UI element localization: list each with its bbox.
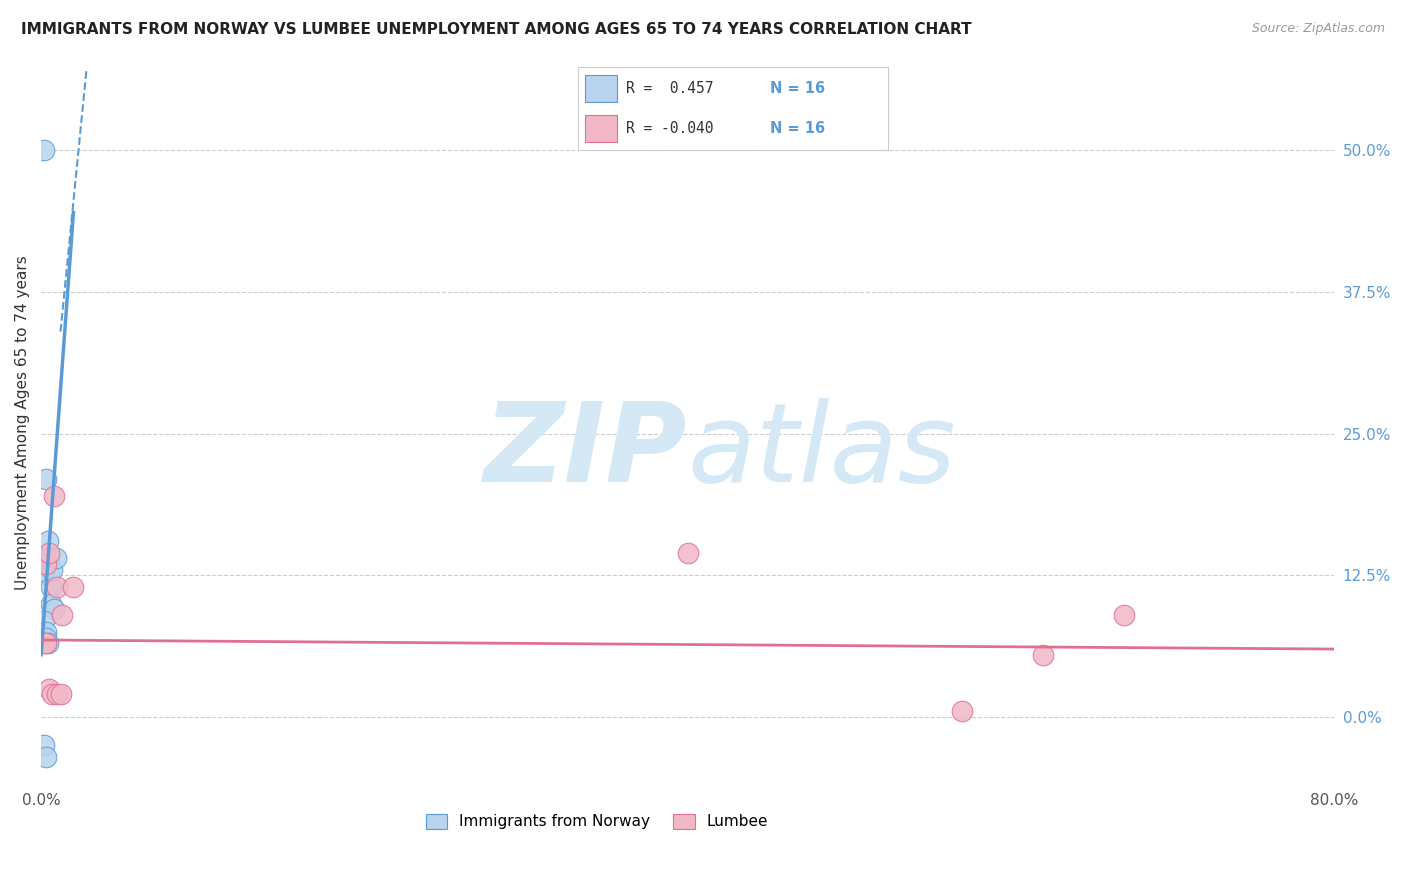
Point (676, 546, 699, 560)
Point (46, 580, 69, 594)
Point (1112, 608, 1135, 623)
Point (35, 472, 58, 486)
Point (51, 608, 73, 623)
Point (34, 739, 56, 753)
Point (42, 489, 65, 503)
Point (38, 681, 60, 696)
Point (34, 636, 56, 650)
Point (42, 602, 65, 616)
Point (34, 614, 56, 628)
Point (35, 557, 58, 571)
Point (38, 551, 60, 566)
Point (37, 636, 59, 650)
Point (1032, 648, 1054, 662)
Text: Source: ZipAtlas.com: Source: ZipAtlas.com (1251, 22, 1385, 36)
Point (39, 580, 62, 594)
Text: IMMIGRANTS FROM NORWAY VS LUMBEE UNEMPLOYMENT AMONG AGES 65 TO 74 YEARS CORRELAT: IMMIGRANTS FROM NORWAY VS LUMBEE UNEMPLO… (21, 22, 972, 37)
Point (38, 546, 60, 560)
Text: ZIP: ZIP (484, 398, 688, 505)
Point (34, 143, 56, 157)
Legend: Immigrants from Norway, Lumbee: Immigrants from Norway, Lumbee (420, 808, 775, 836)
Point (41, 563, 63, 577)
Point (62, 580, 84, 594)
Point (45, 551, 67, 566)
Text: atlas: atlas (688, 398, 956, 505)
Point (39, 597, 62, 611)
Point (35, 631, 58, 645)
Point (46, 687, 69, 701)
Y-axis label: Unemployment Among Ages 65 to 74 years: Unemployment Among Ages 65 to 74 years (15, 255, 30, 590)
Point (49, 687, 72, 701)
Point (38, 568, 60, 582)
Point (35, 625, 58, 640)
Point (41, 687, 63, 701)
Point (35, 636, 58, 650)
Point (35, 749, 58, 764)
Point (952, 705, 974, 719)
Point (37, 534, 59, 549)
